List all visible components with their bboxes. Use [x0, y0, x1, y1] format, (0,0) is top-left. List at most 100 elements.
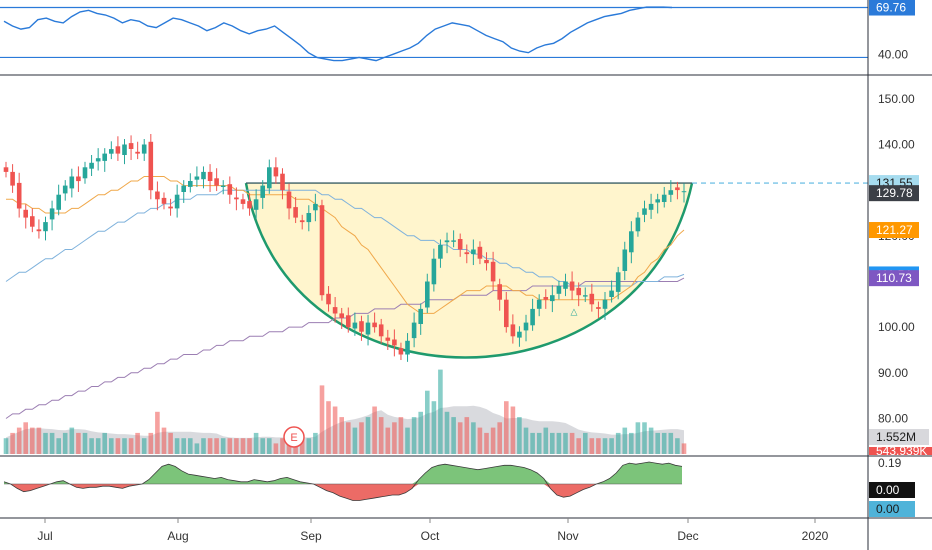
x-tick-label: Oct — [421, 529, 440, 543]
volume-bar — [563, 432, 568, 454]
candle-body — [95, 158, 101, 162]
volume-bar — [122, 438, 127, 454]
volume-bar — [425, 390, 430, 454]
volume-bar — [267, 438, 272, 454]
volume-bar — [359, 422, 364, 454]
candle-body — [135, 151, 140, 154]
candle-body — [418, 308, 423, 324]
volume-tag — [869, 429, 929, 445]
candle-body — [207, 171, 213, 181]
candle-body — [109, 149, 114, 154]
volume-bar — [247, 438, 252, 454]
volume-bar — [36, 427, 42, 454]
volume-bar — [457, 422, 463, 454]
rsi-panel — [0, 6, 868, 62]
candle-body — [543, 297, 549, 300]
volume-bar — [648, 427, 654, 454]
volume-bar — [82, 432, 88, 454]
volume-bar — [62, 432, 68, 454]
price-tag — [869, 222, 919, 239]
volume-bar — [681, 443, 687, 454]
candle-body — [569, 281, 575, 291]
candle-body — [425, 281, 430, 308]
volume-bar — [569, 432, 575, 454]
candle-body — [457, 239, 463, 250]
oscillator-signal-tag — [869, 501, 915, 517]
candle-body — [556, 286, 562, 294]
x-tick-label: Aug — [167, 529, 188, 543]
candle-body — [49, 208, 55, 220]
volume-bar — [56, 438, 61, 454]
x-tick-label: Nov — [557, 529, 578, 543]
x-tick-label: Jul — [37, 529, 52, 543]
volume-bar — [464, 417, 470, 454]
volume-bar — [332, 406, 338, 454]
candle-body — [504, 299, 509, 328]
volume-bar — [161, 427, 167, 454]
volume-bar — [339, 417, 344, 454]
volume-bar — [484, 432, 489, 454]
oscillator-zero-tag — [869, 482, 915, 498]
volume-bar — [102, 432, 107, 454]
candle-body — [372, 322, 377, 328]
candle-body — [609, 290, 614, 297]
rsi-tick-label: 40.00 — [878, 47, 908, 61]
candle-body — [76, 176, 81, 182]
candle-body — [128, 143, 134, 149]
cup-fill — [246, 183, 692, 358]
candle-body — [530, 308, 535, 326]
price-panel: E△ — [3, 133, 868, 454]
volume-bar — [16, 427, 22, 454]
candle-body — [280, 173, 285, 191]
candle-body — [332, 307, 338, 314]
price-tag — [869, 270, 919, 287]
candle-body — [602, 299, 608, 309]
candle-body — [56, 194, 61, 210]
candle-body — [62, 185, 68, 194]
volume-bar — [615, 432, 621, 454]
volume-bar — [240, 438, 246, 454]
volume-ma-area — [6, 405, 684, 454]
candle-body — [286, 191, 292, 209]
volume-bar — [675, 438, 680, 454]
volume-bar — [135, 432, 140, 454]
candle-body — [642, 208, 647, 215]
candle-body — [181, 185, 186, 192]
x-tick-label: Dec — [677, 529, 698, 543]
candle-body — [168, 206, 173, 209]
oscillator-zero-label: 0.00 — [876, 483, 900, 497]
candle-body — [194, 176, 200, 180]
candle-body — [188, 181, 193, 187]
candle-body — [201, 171, 206, 180]
candle-body — [326, 293, 331, 305]
candle-body — [438, 245, 443, 259]
volume-bar — [490, 427, 496, 454]
candle-body — [510, 324, 516, 337]
volume-bar — [378, 417, 384, 454]
volume-bar — [76, 432, 81, 454]
candle-body — [615, 272, 621, 292]
candle-body — [306, 213, 312, 223]
candle-body — [273, 167, 279, 177]
candle-body — [675, 187, 680, 191]
volume-tag-partial — [869, 447, 932, 455]
candle-body — [346, 315, 351, 328]
candle-body — [267, 167, 272, 189]
x-tick-label: 2020 — [802, 529, 829, 543]
volume-bar — [398, 417, 404, 454]
candle-body — [161, 197, 167, 204]
candle-body — [365, 322, 371, 335]
candle-body — [648, 203, 654, 210]
volume-bar — [319, 385, 325, 454]
volume-bar — [550, 432, 555, 454]
candle-body — [668, 190, 674, 195]
candle-body — [115, 146, 121, 154]
volume-bar — [635, 422, 641, 454]
price-tick-label: 100.00 — [878, 320, 915, 334]
candle-body — [392, 339, 397, 346]
volume-bar — [365, 417, 371, 454]
candle-body — [444, 240, 450, 243]
volume-bar — [471, 422, 476, 454]
